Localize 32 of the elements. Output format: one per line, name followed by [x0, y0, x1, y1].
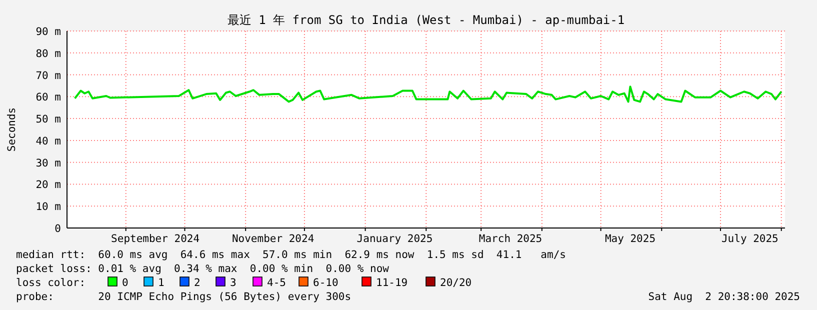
- chart-title: 最近 1 年 from SG to India (West - Mumbai) - ap-mumbai-1: [227, 13, 625, 27]
- text: 6-10: [313, 277, 338, 289]
- text: 0: [122, 277, 128, 289]
- y-tick-label: 40 m: [36, 135, 61, 148]
- y-tick-label: 60 m: [36, 92, 61, 104]
- y-tick-label: 10 m: [36, 201, 61, 214]
- x-tick-label: September 2024: [111, 233, 200, 245]
- text: Sat Aug 2 20:38:00 2025: [648, 291, 800, 303]
- x-tick-label: May 2025: [604, 233, 656, 245]
- text: 1: [158, 277, 164, 289]
- text: 20/20: [440, 277, 472, 289]
- text: 3: [230, 277, 236, 289]
- x-tick-label: November 2024: [232, 233, 314, 245]
- x-tick-label: March 2025: [478, 233, 542, 245]
- text: 4-5: [267, 277, 286, 289]
- x-tick-label: January 2025: [356, 233, 433, 245]
- y-tick-label: 90 m: [36, 26, 61, 38]
- text: probe: 20 ICMP Echo Pings (56 Bytes) every 300s: [16, 291, 352, 303]
- text: loss color:: [16, 277, 86, 289]
- y-tick-label: 80 m: [36, 48, 61, 60]
- y-tick-label: 70 m: [36, 70, 61, 82]
- x-tick-label: July 2025: [721, 233, 778, 245]
- y-tick-label: 0: [54, 223, 61, 235]
- text: 11-19: [376, 277, 408, 289]
- text: 2: [194, 277, 200, 289]
- y-tick-label: 20 m: [36, 179, 61, 192]
- y-axis-title: Seconds: [6, 107, 18, 152]
- text: median rtt: 60.0 ms avg 64.6 ms max 57.0 ms min 62.9 ms now 1.5 ms sd 41.1 am/s: [16, 249, 566, 261]
- line-series: [74, 86, 782, 103]
- y-tick-label: 30 m: [36, 157, 61, 170]
- y-tick-label: 50 m: [36, 114, 61, 126]
- text: packet loss: 0.01 % avg 0.34 % max 0.00 % min 0.00 % now: [16, 263, 390, 275]
